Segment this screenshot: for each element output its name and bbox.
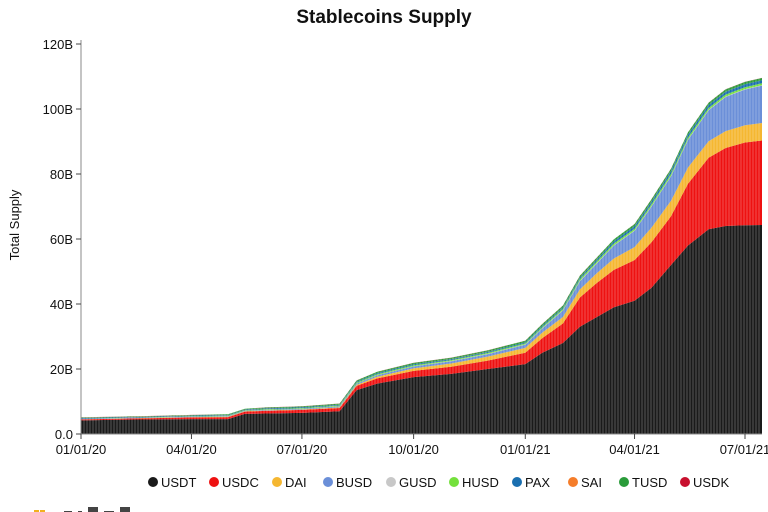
x-tick-label: 01/01/20 [56,442,107,457]
y-tick-label: 40B [50,297,73,312]
legend-label-tusd: TUSD [632,475,667,490]
legend-label-usdt: USDT [161,475,196,490]
legend-label-busd: BUSD [336,475,372,490]
legend-swatch-sai [568,477,578,487]
x-tick-label: 01/01/21 [500,442,551,457]
legend-label-pax: PAX [525,475,550,490]
y-axis-label: Total Supply [7,189,22,260]
x-tick-label: 07/01/21 [720,442,768,457]
legend-label-husd: HUSD [462,475,499,490]
y-tick-label: 60B [50,232,73,247]
y-tick-label: 120B [43,37,73,52]
legend-label-dai: DAI [285,475,307,490]
y-axis-ticks: 0.0 20B 40B 60B 80B 100B 120B [43,37,81,442]
x-tick-label: 04/01/20 [166,442,217,457]
chart-title: Stablecoins Supply [296,7,472,28]
legend-swatch-husd [449,477,459,487]
x-tick-label: 07/01/20 [277,442,328,457]
legend-label-gusd: GUSD [399,475,437,490]
legend-swatch-gusd [386,477,396,487]
watermark-logo [28,502,158,512]
legend-swatch-usdt [148,477,158,487]
y-tick-label: 0.0 [55,427,73,442]
area-series-usdt [81,225,762,434]
axes [80,40,762,435]
y-tick-label: 100B [43,102,73,117]
x-tick-label: 10/01/20 [388,442,439,457]
legend-label-usdc: USDC [222,475,259,490]
y-tick-label: 80B [50,167,73,182]
legend-swatch-pax [512,477,522,487]
legend-swatch-busd [323,477,333,487]
x-tick-label: 04/01/21 [609,442,660,457]
stacked-area-group [81,77,762,434]
area-series-usdc [81,140,762,421]
bar-texture [83,44,760,434]
legend: USDT USDC DAI BUSD GUSD HUSD PAX SAI TUSD USDK [148,475,729,490]
y-tick-label: 20B [50,362,73,377]
x-axis-ticks: 01/01/20 04/01/20 07/01/20 10/01/20 01/01/21… [56,434,768,457]
legend-swatch-tusd [619,477,629,487]
legend-label-sai: SAI [581,475,602,490]
legend-swatch-dai [272,477,282,487]
legend-swatch-usdc [209,477,219,487]
legend-label-usdk: USDK [693,475,729,490]
legend-swatch-usdk [680,477,690,487]
